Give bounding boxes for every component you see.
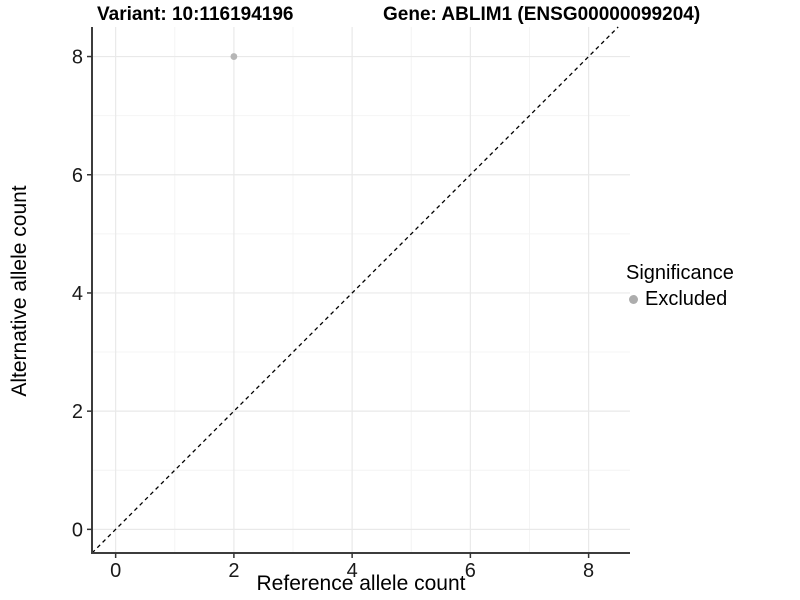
identity-line (91, 26, 619, 554)
legend: Significance Excluded (626, 262, 734, 311)
y-tick-label: 6 (72, 165, 83, 187)
y-tick-label: 2 (72, 401, 83, 423)
excluded-point-swatch-icon (629, 295, 638, 304)
x-tick-label: 8 (583, 560, 594, 582)
x-tick-label: 2 (228, 560, 239, 582)
plot-title-gene: Gene: ABLIM1 (ENSG00000099204) (383, 4, 701, 25)
legend-entry-excluded: Excluded (626, 288, 734, 311)
y-axis-title: Alternative allele count (8, 185, 31, 397)
x-tick-label: 0 (110, 560, 121, 582)
y-tick-label: 8 (72, 47, 83, 69)
legend-title: Significance (626, 262, 734, 284)
x-tick-label: 6 (465, 560, 476, 582)
data-point (230, 53, 238, 60)
y-tick-label: 4 (72, 283, 83, 305)
plot-title-variant: Variant: 10:116194196 (97, 4, 294, 25)
y-tick-label: 0 (72, 519, 83, 541)
legend-entry-label: Excluded (645, 288, 728, 310)
x-axis-title: Reference allele count (256, 572, 466, 595)
x-tick-label: 4 (347, 560, 358, 582)
